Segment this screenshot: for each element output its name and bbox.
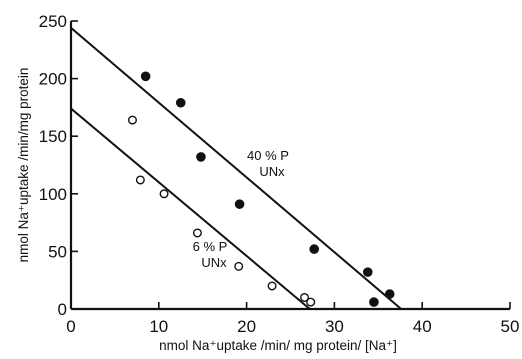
y-tick-label: 0 xyxy=(58,300,67,319)
x-ticks: 0 10 20 30 40 50 xyxy=(66,302,519,336)
filled-data-point xyxy=(175,97,186,108)
axes xyxy=(69,21,510,311)
y-tick-label: 50 xyxy=(48,242,67,261)
x-tick-label: 0 xyxy=(66,317,75,336)
series-1-annotation-line: UNx xyxy=(259,164,285,179)
series-2-annotation-line: UNx xyxy=(201,255,227,270)
x-tick-label: 40 xyxy=(413,317,432,336)
filled-data-point xyxy=(369,297,379,307)
y-tick-label: 150 xyxy=(39,127,67,146)
y-axis-title: nmol Na⁺uptake /min/mg protein xyxy=(16,68,31,263)
filled-data-point xyxy=(362,267,373,277)
open-data-point xyxy=(159,189,169,199)
series-1-annotation-line: 40 % P xyxy=(247,148,289,163)
x-tick-label: 50 xyxy=(501,317,520,336)
open-data-point xyxy=(135,175,145,185)
open-data-point xyxy=(267,281,277,291)
series-2-annotation-line: 6 % P xyxy=(193,239,228,254)
filled-data-point xyxy=(140,71,151,82)
x-tick-label: 30 xyxy=(325,317,344,336)
y-tick-label: 100 xyxy=(39,185,67,204)
open-data-point xyxy=(300,292,310,302)
filled-data-point xyxy=(309,244,320,254)
filled-data-point xyxy=(196,152,206,162)
fit-line-2 xyxy=(70,107,311,310)
y-tick-label: 200 xyxy=(39,70,67,89)
filled-data-point xyxy=(384,289,395,299)
x-axis-title: nmol Na⁺uptake /min/ mg protein/ [Na⁺] xyxy=(159,338,397,353)
fit-lines xyxy=(70,27,402,310)
open-data-point xyxy=(192,228,202,238)
filled-data-point xyxy=(234,199,245,209)
x-tick-label: 20 xyxy=(237,317,256,336)
y-ticks: 0 50 100 150 200 250 xyxy=(39,12,78,319)
data-points xyxy=(127,71,395,307)
open-data-point xyxy=(127,115,137,125)
open-data-point xyxy=(234,261,244,271)
fit-line-1 xyxy=(70,27,402,310)
x-tick-label: 10 xyxy=(149,317,168,336)
y-tick-label: 250 xyxy=(39,12,67,31)
open-data-point xyxy=(306,297,316,307)
